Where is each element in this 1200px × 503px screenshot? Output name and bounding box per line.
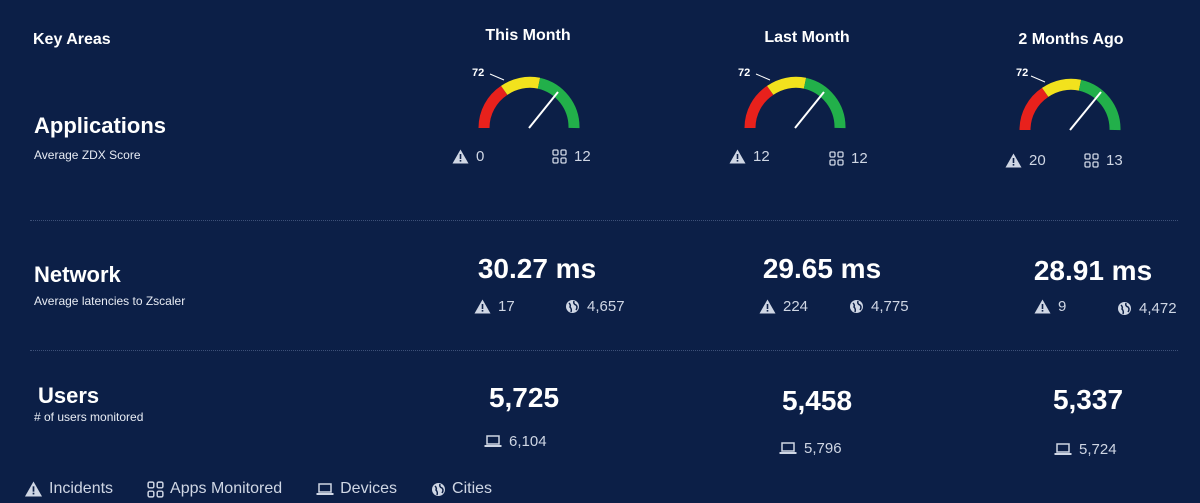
legend-devices-label: Devices bbox=[340, 480, 398, 497]
applications-incidents-value: 20 bbox=[1029, 152, 1046, 169]
network-latency-value: 28.91 ms bbox=[1033, 255, 1153, 286]
network-incidents-value: 17 bbox=[498, 298, 515, 315]
globe-icon bbox=[432, 482, 446, 496]
network-subtitle: Average latencies to Zscaler bbox=[34, 294, 186, 308]
applications-apps-stat: 12 bbox=[552, 148, 591, 165]
users-devices-stat: 5,796 bbox=[779, 440, 842, 457]
laptop-icon bbox=[779, 442, 797, 454]
row-divider bbox=[30, 350, 1178, 351]
network-latency-value: 30.27 ms bbox=[477, 253, 597, 284]
applications-incidents-stat: 20 bbox=[1005, 152, 1046, 169]
applications-incidents-stat: 12 bbox=[729, 148, 770, 165]
applications-incidents-value: 0 bbox=[476, 148, 485, 165]
laptop-icon bbox=[316, 482, 334, 495]
column-header-this-month: This Month bbox=[485, 27, 571, 44]
gauge-score-label: 72 bbox=[1016, 67, 1029, 79]
laptop-icon bbox=[484, 435, 502, 447]
globe-icon bbox=[1118, 302, 1131, 315]
apps-grid-icon bbox=[829, 151, 844, 166]
applications-apps-value: 13 bbox=[1106, 152, 1123, 169]
users-count-value: 5,725 bbox=[488, 382, 560, 413]
applications-apps-value: 12 bbox=[574, 148, 591, 165]
network-cities-value: 4,657 bbox=[587, 298, 625, 315]
gauge-score-label: 72 bbox=[738, 67, 751, 79]
applications-incidents-stat: 0 bbox=[452, 148, 484, 165]
column-header-last-month: Last Month bbox=[764, 29, 850, 46]
globe-icon bbox=[850, 300, 863, 313]
users-devices-stat: 6,104 bbox=[484, 433, 547, 450]
globe-icon bbox=[566, 300, 579, 313]
network-incidents-value: 9 bbox=[1058, 298, 1067, 315]
applications-apps-value: 12 bbox=[851, 150, 868, 167]
legend: Incidents Apps Monitored Devices Cities bbox=[24, 480, 492, 498]
network-incidents-stat: 9 bbox=[1034, 298, 1066, 315]
column-header-2-months-ago: 2 Months Ago bbox=[1018, 31, 1124, 48]
network-cities-stat: 4,657 bbox=[565, 298, 625, 315]
network-incidents-stat: 224 bbox=[759, 298, 808, 315]
network-cities-value: 4,472 bbox=[1139, 300, 1177, 317]
users-devices-stat: 5,724 bbox=[1054, 441, 1117, 458]
warning-triangle-icon bbox=[729, 149, 746, 164]
users-count-value: 5,337 bbox=[1052, 384, 1124, 415]
users-count-value: 5,458 bbox=[781, 385, 853, 416]
warning-triangle-icon bbox=[24, 481, 43, 497]
applications-subtitle: Average ZDX Score bbox=[34, 148, 141, 162]
network-cities-stat: 4,775 bbox=[849, 298, 909, 315]
score-gauge bbox=[478, 73, 580, 129]
users-subtitle: # of users monitored bbox=[34, 410, 144, 424]
network-title: Network bbox=[34, 262, 121, 287]
legend-cities-label: Cities bbox=[452, 480, 493, 497]
score-gauge bbox=[1019, 75, 1121, 131]
warning-triangle-icon bbox=[474, 299, 491, 314]
row-divider bbox=[30, 220, 1178, 221]
score-gauge bbox=[744, 73, 846, 129]
applications-incidents-value: 12 bbox=[753, 148, 770, 165]
network-incidents-value: 224 bbox=[783, 298, 809, 315]
legend-apps-monitored: Apps Monitored bbox=[147, 480, 282, 498]
network-incidents-stat: 17 bbox=[474, 298, 515, 315]
legend-incidents: Incidents bbox=[24, 480, 113, 498]
legend-devices: Devices bbox=[316, 480, 397, 498]
apps-grid-icon bbox=[1084, 153, 1099, 168]
users-devices-value: 5,796 bbox=[804, 440, 842, 457]
network-cities-stat: 4,472 bbox=[1117, 300, 1177, 317]
applications-title: Applications bbox=[34, 113, 167, 138]
key-areas-header: Key Areas bbox=[33, 31, 111, 48]
warning-triangle-icon bbox=[759, 299, 776, 314]
legend-cities: Cities bbox=[431, 480, 492, 498]
applications-apps-stat: 12 bbox=[829, 150, 868, 167]
laptop-icon bbox=[1054, 443, 1072, 455]
users-devices-value: 5,724 bbox=[1079, 441, 1117, 458]
apps-grid-icon bbox=[147, 480, 164, 498]
warning-triangle-icon bbox=[1005, 153, 1022, 168]
warning-triangle-icon bbox=[452, 149, 469, 164]
apps-grid-icon bbox=[552, 149, 567, 164]
applications-apps-stat: 13 bbox=[1084, 152, 1123, 169]
gauge-score-label: 72 bbox=[472, 67, 485, 79]
warning-triangle-icon bbox=[1034, 299, 1051, 314]
legend-apps-monitored-label: Apps Monitored bbox=[170, 480, 283, 497]
users-devices-value: 6,104 bbox=[509, 433, 547, 450]
users-title: Users bbox=[38, 383, 100, 408]
network-latency-value: 29.65 ms bbox=[762, 253, 882, 284]
legend-incidents-label: Incidents bbox=[49, 480, 114, 497]
network-cities-value: 4,775 bbox=[871, 298, 909, 315]
